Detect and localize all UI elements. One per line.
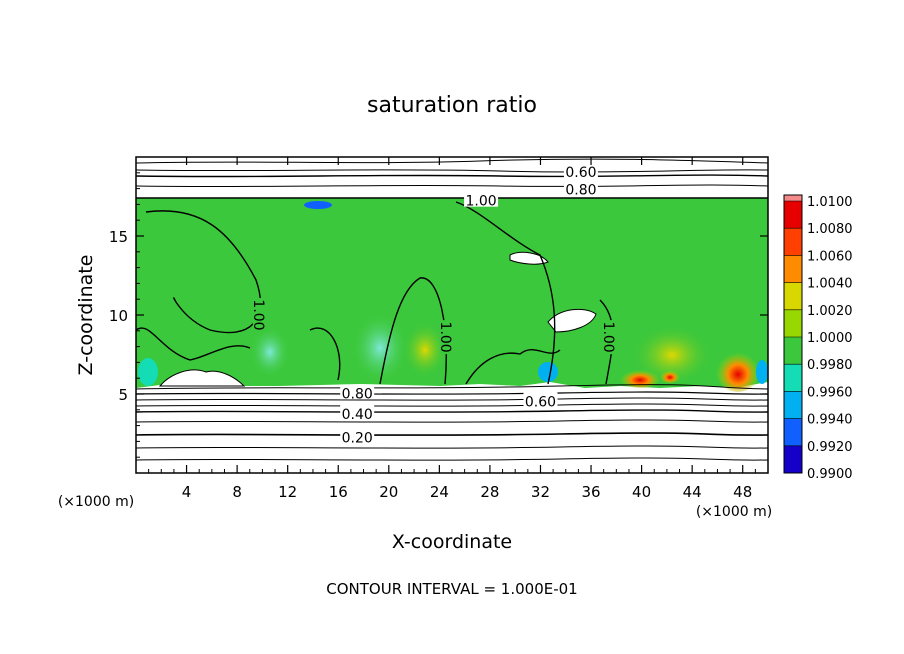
x-axis-unit-right: (×1000 m) <box>696 504 772 520</box>
contour-label-text: 0.60 <box>525 394 556 410</box>
contour-label: 0.40 <box>340 404 375 423</box>
subsaturated-hole <box>547 308 597 333</box>
contour-label: 0.80 <box>563 180 598 199</box>
plot-area: 0.60 0.80 1.00 1.00 1.00 1.00 0.80 0.60 0.40 0.20 <box>136 157 768 473</box>
x-tick-label: 8 <box>232 483 242 501</box>
contour-label-bg <box>563 163 598 179</box>
contour-label-text: 1.00 <box>250 299 266 330</box>
colorbar-label: 1.0000 <box>807 331 853 346</box>
colorbar-label: 1.0020 <box>807 304 853 319</box>
subsaturated-hole <box>509 251 549 265</box>
colorbar-label: 1.0100 <box>807 195 853 210</box>
contour-label-text: 1.00 <box>465 194 496 210</box>
colorbar-swatch <box>784 445 802 474</box>
contour-label-bg <box>439 320 455 355</box>
moist-patch <box>250 326 290 378</box>
contour-label-bg <box>340 384 375 400</box>
colorbar: 1.0100 1.0080 1.0060 1.0040 1.0020 1.0000 0.99… <box>783 194 853 482</box>
contour-label-text: 0.80 <box>565 183 596 199</box>
colorbar-swatch <box>784 309 802 338</box>
x-tick-label: 48 <box>733 483 752 501</box>
x-tick-label: 20 <box>379 483 398 501</box>
contour-label-text: 0.20 <box>342 431 373 447</box>
dry-patch <box>756 360 768 384</box>
contour-label-text: 1.00 <box>600 322 616 353</box>
x-tick-label: 4 <box>182 483 192 501</box>
colorbar-label: 1.0080 <box>807 222 853 237</box>
contour-label-bg <box>603 320 618 355</box>
contour-label-text: 0.80 <box>342 386 373 402</box>
contour-label: 1.00 <box>250 298 268 332</box>
y-tick-label: 10 <box>109 307 128 325</box>
colorbar-label: 0.9920 <box>807 440 853 455</box>
contour-label-bg <box>340 404 375 420</box>
contour-label-layer: 0.60 0.80 1.00 1.00 1.00 1.00 0.80 0.60 0.40 0.20 <box>250 163 618 447</box>
contour-label-bg <box>340 428 375 444</box>
contour-label: 0.60 <box>563 163 598 181</box>
x-tick-label: 28 <box>480 483 499 501</box>
x-tick-label: 44 <box>683 483 702 501</box>
colorbar-swatch <box>784 255 802 284</box>
hotspot <box>716 348 760 392</box>
hotspot <box>620 368 660 388</box>
x-tick-label: 40 <box>632 483 651 501</box>
subsaturated-hole <box>158 369 246 387</box>
contour-label: 0.60 <box>523 392 558 410</box>
colorbar-swatch <box>784 195 802 201</box>
hotspot <box>660 369 680 383</box>
colorbar-swatch <box>784 337 802 365</box>
contour-label-text: 1.00 <box>437 322 453 353</box>
colorbar-label: 0.9940 <box>807 413 853 428</box>
colorbar-label: 1.0060 <box>807 249 853 264</box>
x-axis-unit-left: (×1000 m) <box>58 494 134 510</box>
contour-label-text: 0.60 <box>565 165 596 181</box>
dry-patch <box>304 201 332 209</box>
y-tick-label: 15 <box>109 228 128 246</box>
contour-label-bg <box>523 392 558 408</box>
x-tick-label: 32 <box>531 483 550 501</box>
contour-label: 0.80 <box>340 384 375 402</box>
contour-label-bg <box>464 191 499 207</box>
colorbar-label: 0.9960 <box>807 385 853 400</box>
moist-patch <box>352 312 408 384</box>
colorbar-swatch <box>784 201 802 229</box>
colorbar-swatch <box>784 364 802 392</box>
x-tick-label: 36 <box>581 483 600 501</box>
colorbar-label: 0.9980 <box>807 358 853 373</box>
colorbar-swatch <box>784 228 802 256</box>
contour-label-bg <box>563 180 598 196</box>
colorbar-swatch <box>784 391 802 420</box>
supersat-patch <box>403 322 447 378</box>
contour-interval-note: CONTOUR INTERVAL = 1.000E-01 <box>326 580 577 598</box>
y-axis-label: Z-coordinate <box>75 255 97 376</box>
colorbar-label: 0.9900 <box>807 467 853 482</box>
chart-title: saturation ratio <box>367 93 537 118</box>
colorbar-swatch <box>784 282 802 311</box>
x-tick-label: 16 <box>329 483 348 501</box>
y-tick-label: 5 <box>118 386 128 404</box>
dry-patch <box>538 362 558 382</box>
x-tick-label: 24 <box>430 483 449 501</box>
contour-label: 1.00 <box>600 320 618 355</box>
contour-label-text: 0.40 <box>342 407 373 423</box>
contour-label-bg <box>252 298 268 332</box>
contour-label: 1.00 <box>464 191 499 210</box>
x-tick-label: 12 <box>278 483 297 501</box>
dry-patch <box>138 358 158 386</box>
contour-label: 1.00 <box>437 320 455 355</box>
colorbar-label: 1.0040 <box>807 277 853 292</box>
contour-label: 0.20 <box>340 428 375 447</box>
colorbar-swatch <box>784 418 802 447</box>
x-axis-label: X-coordinate <box>392 531 512 553</box>
